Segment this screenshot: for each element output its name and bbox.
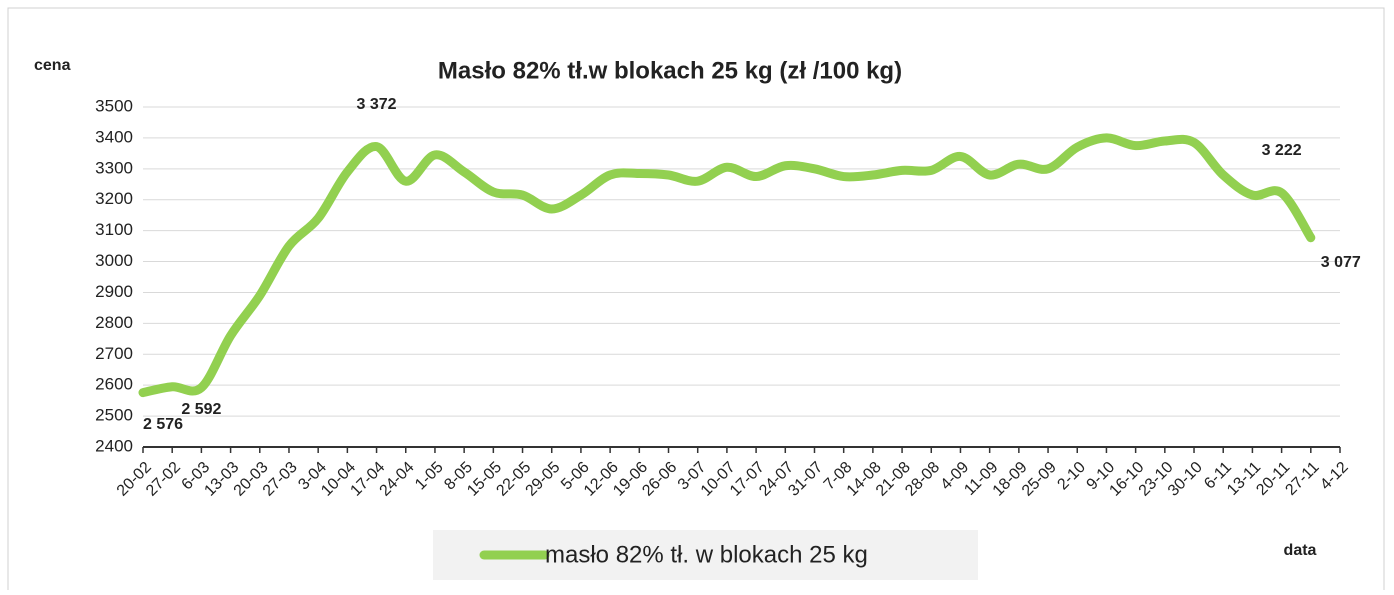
y-tick-label: 2700	[95, 344, 133, 363]
data-label: 3 372	[357, 96, 397, 113]
y-tick-label: 3300	[95, 158, 133, 177]
legend-label: masło 82% tł. w blokach 25 kg	[545, 541, 868, 568]
data-label: 3 077	[1321, 254, 1361, 271]
x-axis-label: data	[1284, 542, 1317, 559]
data-label: 2 592	[181, 401, 221, 418]
y-tick-label: 3100	[95, 220, 133, 239]
y-tick-label: 3400	[95, 127, 133, 146]
chart-frame	[7, 7, 1385, 595]
y-tick-label: 2800	[95, 313, 133, 332]
data-line	[138, 133, 1316, 398]
data-label: 3 222	[1262, 142, 1302, 159]
y-tick-label: 3000	[95, 251, 133, 270]
chart-title: Masło 82% tł.w blokach 25 kg (zł /100 kg…	[438, 57, 902, 84]
y-tick-label: 2400	[95, 436, 133, 455]
y-tick-label: 2900	[95, 282, 133, 301]
y-tick-label: 3200	[95, 189, 133, 208]
y-axis-label: cena	[34, 57, 71, 74]
data-label: 2 576	[143, 416, 183, 433]
y-tick-label: 3500	[95, 96, 133, 115]
y-tick-label: 2500	[95, 406, 133, 425]
y-tick-label: 2600	[95, 375, 133, 394]
